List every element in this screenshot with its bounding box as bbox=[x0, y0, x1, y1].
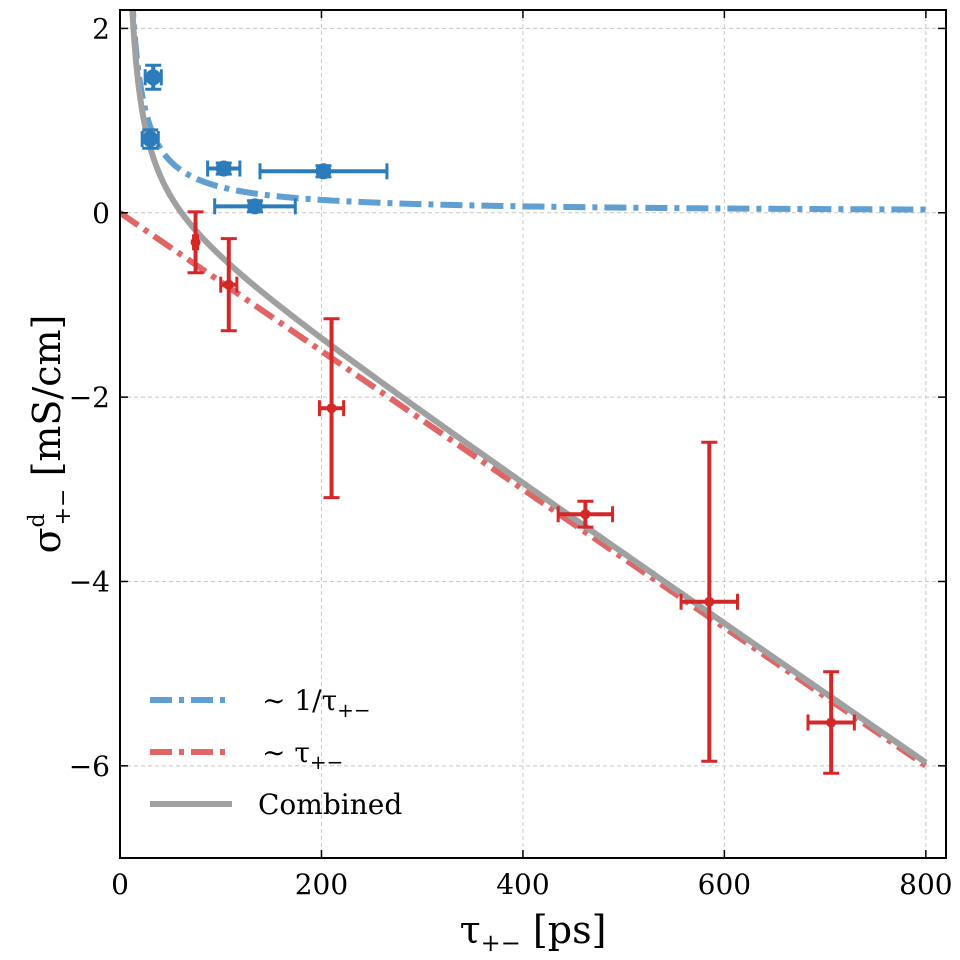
y-axis-label-unit: [mS/cm] bbox=[25, 315, 69, 489]
blue-data-point bbox=[143, 63, 163, 91]
x-tick-label: 0 bbox=[111, 868, 129, 901]
red-data-point bbox=[219, 237, 239, 333]
x-axis-label-subscript: +− bbox=[481, 929, 521, 957]
y-axis-label: σd+− [mS/cm] bbox=[25, 315, 76, 554]
y-tick-label: 0 bbox=[92, 197, 110, 230]
y-axis-label-superscript: d bbox=[25, 513, 50, 527]
plot-frame bbox=[119, 9, 947, 859]
blue-data-point bbox=[140, 128, 160, 150]
legend-label-linear-sub: +− bbox=[310, 750, 344, 774]
axis-ticks: 0 200 400 600 800 2 0 −2 −4 −6 bbox=[69, 10, 953, 901]
legend-label-linear-text: ∼ τ bbox=[262, 736, 310, 769]
legend-label-combined: Combined bbox=[258, 788, 402, 821]
combined-fit-line bbox=[129, 10, 928, 766]
legend: ∼ 1/τ+− ∼ τ+− Combined bbox=[150, 684, 402, 821]
legend-label-linear-fit: ∼ τ+− bbox=[262, 736, 343, 774]
legend-label-combined-text: Combined bbox=[258, 788, 402, 821]
red-data-point bbox=[679, 440, 739, 763]
y-tick-label: −6 bbox=[69, 750, 110, 783]
x-axis-label: τ+− [ps] bbox=[460, 908, 607, 957]
grid-lines bbox=[120, 10, 946, 858]
legend-label-inverse-text: ∼ 1/τ bbox=[262, 684, 337, 717]
y-tick-label: −2 bbox=[69, 381, 110, 414]
x-axis-label-symbol: τ bbox=[460, 908, 481, 952]
blue-data-point bbox=[206, 160, 242, 177]
red-data-point bbox=[556, 499, 615, 529]
red-data-point bbox=[806, 670, 856, 775]
fit-lines bbox=[120, 10, 928, 769]
x-tick-label: 800 bbox=[899, 868, 952, 901]
inverse-fit-line bbox=[129, 10, 926, 213]
legend-label-inverse-sub: +− bbox=[337, 698, 371, 722]
x-axis-label-unit: [ps] bbox=[521, 908, 607, 952]
blue-data-point bbox=[258, 163, 389, 180]
red-data-point bbox=[187, 210, 204, 275]
y-axis-label-symbol: σ bbox=[25, 527, 69, 553]
legend-label-inverse-fit: ∼ 1/τ+− bbox=[262, 684, 371, 722]
x-tick-label: 200 bbox=[295, 868, 348, 901]
y-tick-label: 2 bbox=[92, 12, 110, 45]
x-tick-label: 400 bbox=[496, 868, 549, 901]
y-axis-label-subscript: +− bbox=[51, 489, 76, 526]
data-points bbox=[140, 63, 856, 775]
x-tick-label: 600 bbox=[698, 868, 751, 901]
blue-data-point bbox=[213, 198, 297, 215]
red-data-point bbox=[317, 317, 346, 500]
y-tick-label: −4 bbox=[69, 565, 110, 598]
